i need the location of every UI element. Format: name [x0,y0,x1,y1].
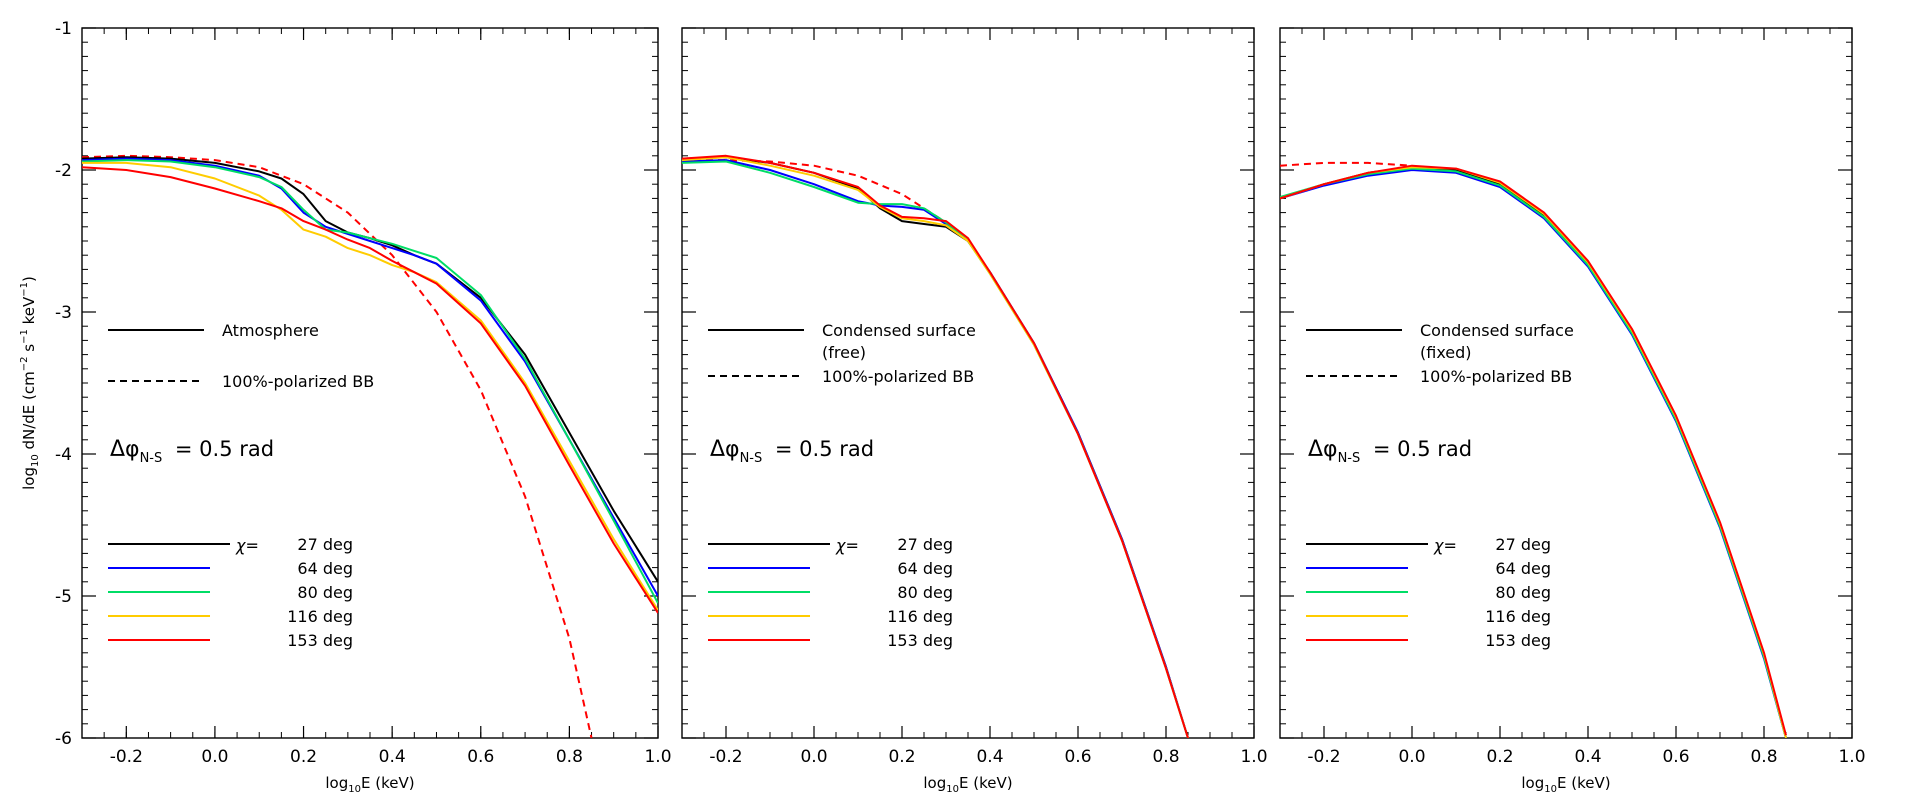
legend-angle-label: 64 deg [1495,559,1551,578]
series-line-27-deg [682,156,1189,738]
x-axis-label: log10E (keV) [923,774,1012,795]
x-tick-label: -0.2 [709,747,742,767]
legend-angle-label: 116 deg [887,607,953,626]
legend-model-dashed-label: 100%-polarized BB [1420,367,1572,386]
x-tick-label: 0.0 [800,747,827,767]
series-line-100-polarized-bb [82,154,593,738]
panel-left: -0.2 0.0 0.2 0.4 0.6 0.8 1.0 -1 -2 -3 -4 -5 -6 log10E… [19,19,672,795]
series-group-middle [682,154,1189,738]
series-line-80-deg [82,159,658,604]
series-line-27-deg [82,156,658,583]
legend-angle-label: 27 deg [297,535,353,554]
legend-angle-label: 153 deg [287,631,353,650]
x-tick-label: 0.4 [379,747,406,767]
y-tick-label: -1 [55,19,72,39]
legend-model-solid-label: Condensed surface [1420,321,1574,340]
legend-angle-label: 153 deg [1485,631,1551,650]
x-axis-label: log10E (keV) [1521,774,1610,795]
x-tick-label: 0.8 [556,747,583,767]
x-tick-label: 0.8 [1152,747,1179,767]
legend-angle-label: 80 deg [897,583,953,602]
y-tick-label: -6 [55,729,72,749]
y-tick-label: -5 [55,587,72,607]
legend-model-dashed-label: 100%-polarized BB [822,367,974,386]
x-tick-label: 0.0 [1398,747,1425,767]
legend-model-solid-label: Atmosphere [222,321,319,340]
series-group-left [82,154,658,738]
x-tick-label: 0.4 [1574,747,1601,767]
y-tick-label: -4 [55,445,72,465]
series-group-right [1280,161,1787,738]
legend-angle-label: 27 deg [897,535,953,554]
panel-middle: -0.2 0.0 0.2 0.4 0.6 0.8 1.0 log10E (keV) Conden… [681,27,1268,795]
x-tick-label: 0.2 [888,747,915,767]
legend-angle-label: 116 deg [1485,607,1551,626]
svg-text:log10 dN/dE (cm−2 s−1 keV−1): log10 dN/dE (cm−2 s−1 keV−1) [19,276,41,490]
legend-angle-label: 80 deg [297,583,353,602]
dphi-annotation: ΔφN-S = 0.5 rad [110,437,274,466]
x-tick-label: 0.6 [1064,747,1091,767]
legend-angle-label: 80 deg [1495,583,1551,602]
legend-angle-label: 27 deg [1495,535,1551,554]
series-line-64-deg [82,157,658,597]
legend-model-solid-label: Condensed surface [822,321,976,340]
legend-angle-label: 64 deg [297,559,353,578]
series-line-153-deg [82,166,658,614]
dphi-annotation: ΔφN-S = 0.5 rad [710,437,874,466]
x-tick-label: 0.0 [201,747,228,767]
legend-model-solid-label2: (fixed) [1420,343,1472,362]
panel-right: -0.2 0.0 0.2 0.4 0.6 0.8 1.0 log10E (keV) Conden… [1279,27,1866,795]
legend-chi-symbol: χ= [1433,536,1457,555]
x-tick-label: 0.4 [976,747,1003,767]
legend-model-solid-label2: (free) [822,343,866,362]
series-line-100-polarized-bb [682,159,947,224]
series-line-64-deg [682,159,1189,738]
legend-angle-label: 116 deg [287,607,353,626]
legend-angle-label: 153 deg [887,631,953,650]
series-line-153-deg [682,154,1189,738]
x-tick-label: -0.2 [1307,747,1340,767]
legend-model-dashed-label: 100%-polarized BB [222,372,374,391]
series-line-100-polarized-bb [1280,161,1413,167]
dphi-annotation: ΔφN-S = 0.5 rad [1308,437,1472,466]
x-tick-label: 0.8 [1750,747,1777,767]
y-tick-label: -2 [55,161,72,181]
x-tick-label: 1.0 [644,747,671,767]
y-axis-label: log10 dN/dE (cm−2 s−1 keV−1) [19,276,41,490]
x-tick-label: -0.2 [110,747,143,767]
x-tick-label: 1.0 [1240,747,1267,767]
series-line-116-deg [682,156,1189,738]
series-line-153-deg [1280,164,1787,736]
y-tick-label: -3 [55,303,72,323]
series-line-80-deg [682,160,1189,738]
series-line-116-deg [82,161,658,611]
legend-chi-symbol: χ= [235,536,259,555]
x-tick-label: 0.2 [1486,747,1513,767]
x-tick-label: 0.6 [467,747,494,767]
x-tick-label: 0.2 [290,747,317,767]
x-tick-label: 0.6 [1662,747,1689,767]
x-axis-label: log10E (keV) [325,774,414,795]
x-tick-label: 1.0 [1838,747,1865,767]
legend-chi-symbol: χ= [835,536,859,555]
legend-angle-label: 64 deg [897,559,953,578]
